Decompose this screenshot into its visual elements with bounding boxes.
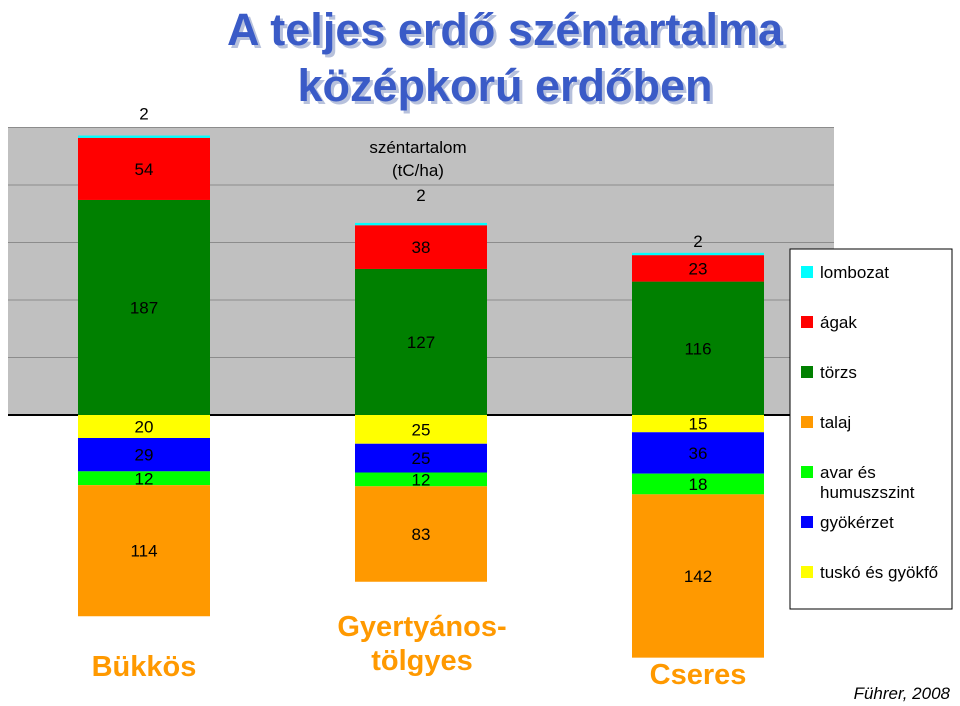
bar-lombozat-gyertyanos-tolgyes [355, 222, 487, 226]
legend-label-gyokerzet: gyökérzet [820, 513, 894, 532]
bar-talaj-gyertyanos-tolgyes [355, 486, 487, 582]
source-citation: Führer, 2008 [853, 684, 950, 703]
title-line-2: középkorú erdőben [297, 60, 713, 111]
bar-avar-es-humuszszint-bukkos [78, 471, 210, 486]
y-axis-label: széntartalom (tC/ha) [369, 138, 466, 180]
bar-talaj-cseres [632, 494, 764, 658]
bar-lombozat-bukkos [78, 135, 210, 138]
legend-swatch-torzs [801, 366, 813, 378]
label-talaj-gyertyanos-tolgyes: 83 [412, 525, 431, 544]
legend-label-talaj: talaj [820, 413, 851, 432]
legend-label-agak: ágak [820, 313, 857, 332]
bar-tusko-es-gyokfo-cseres [632, 415, 764, 433]
label-tusko-es-gyokfo-gyertyanos-tolgyes: 25 [412, 420, 431, 439]
legend-swatch-avar-es-humuszszint [801, 466, 813, 478]
bar-gyokerzet-cseres [632, 432, 764, 474]
legend-label-tusko-es-gyokfo: tuskó és gyökfő [820, 563, 938, 582]
label-tusko-es-gyokfo-bukkos: 20 [135, 418, 154, 437]
category-label-bukkos: Bükkös [92, 651, 197, 683]
legend-swatch-tusko-es-gyokfo [801, 566, 813, 578]
legend-label-lombozat: lombozat [820, 263, 889, 282]
label-avar-es-humuszszint-cseres: 18 [689, 475, 708, 494]
bar-torzs-gyertyanos-tolgyes [355, 268, 487, 415]
bar-lombozat-cseres [632, 252, 764, 256]
chart-title: A teljes erdő széntartalma középkorú erd… [0, 2, 960, 114]
legend: lombozat ágak törzs talaj avar éshumuszszint… [789, 248, 953, 610]
bar-gyokerzet-gyertyanos-tolgyes [355, 443, 487, 473]
label-gyokerzet-cseres: 36 [689, 444, 708, 463]
label-gyokerzet-bukkos: 29 [135, 446, 154, 465]
value-labels: 187 54 2 20 29 12 114 127 38 2 25 25 12 83 116 23 2 15 36 1… [130, 105, 712, 586]
ylabel-line: (tC/ha) [392, 161, 444, 180]
label-talaj-bukkos: 114 [130, 542, 157, 561]
label-avar-es-humuszszint-gyertyanos-tolgyes: 12 [412, 470, 431, 489]
label-lombozat-gyertyanos-tolgyes: 2 [416, 186, 425, 205]
bar-agak-bukkos [78, 137, 210, 200]
legend-swatch-talaj [801, 416, 813, 428]
bar-torzs-cseres [632, 281, 764, 415]
bar-torzs-bukkos [78, 199, 210, 415]
legend-box [789, 248, 953, 610]
legend-label-avar-es-humuszszint: avar és [820, 463, 876, 482]
bar-tusko-es-gyokfo-bukkos [78, 415, 210, 438]
label-talaj-cseres: 142 [684, 567, 712, 586]
bar-tusko-es-gyokfo-gyertyanos-tolgyes [355, 415, 487, 444]
legend-swatch-agak [801, 316, 813, 328]
bar-avar-es-humuszszint-gyertyanos-tolgyes [355, 472, 487, 487]
legend-label-avar-es-humuszszint: humuszszint [820, 483, 915, 502]
label-lombozat-bukkos: 2 [139, 105, 148, 124]
legend-swatch-lombozat [801, 266, 813, 278]
category-label-gyertyanos-tolgyes: Gyertyános- [337, 611, 506, 643]
legend-swatch-gyokerzet [801, 516, 813, 528]
legend-label-torzs: törzs [820, 363, 857, 382]
bars [78, 135, 764, 658]
bar-gyokerzet-bukkos [78, 438, 210, 472]
ylabel-line: széntartalom [369, 138, 466, 157]
label-tusko-es-gyokfo-cseres: 15 [689, 415, 708, 434]
label-agak-gyertyanos-tolgyes: 38 [412, 238, 431, 257]
label-torzs-cseres: 116 [684, 339, 711, 358]
title-line-1: A teljes erdő széntartalma [226, 4, 784, 55]
label-avar-es-humuszszint-bukkos: 12 [135, 469, 154, 488]
bar-agak-cseres [632, 255, 764, 282]
label-torzs-bukkos: 187 [130, 298, 158, 317]
category-label-cseres: Cseres [650, 659, 747, 691]
bar-talaj-bukkos [78, 485, 210, 617]
label-agak-cseres: 23 [689, 259, 708, 278]
category-label-gyertyanos-tolgyes: tölgyes [371, 645, 473, 677]
label-gyokerzet-gyertyanos-tolgyes: 25 [412, 449, 431, 468]
bar-agak-gyertyanos-tolgyes [355, 225, 487, 269]
label-lombozat-cseres: 2 [693, 232, 702, 251]
label-agak-bukkos: 54 [135, 160, 154, 179]
category-labels: Bükkös Gyertyános-tölgyes Cseres [92, 611, 747, 691]
label-torzs-gyertyanos-tolgyes: 127 [407, 333, 435, 352]
bar-avar-es-humuszszint-cseres [632, 473, 764, 495]
